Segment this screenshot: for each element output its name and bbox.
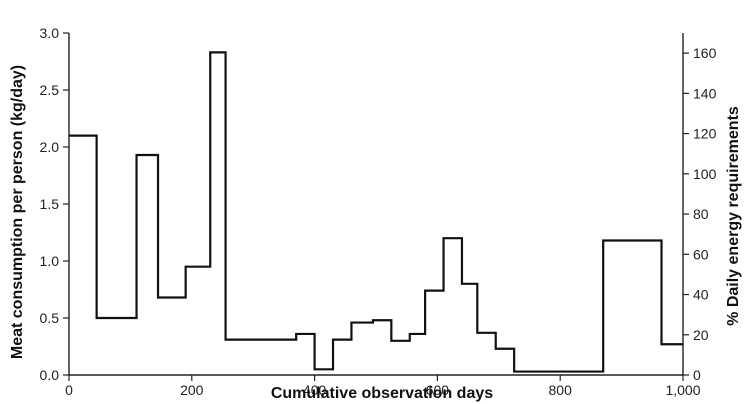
- y-tick-label: 1.5: [40, 196, 60, 212]
- ticks-group: 0 200 400 600 800 1,000 0.0 0.5 1.0 1.5 2.0 2.5 3.0 0…: [40, 25, 717, 398]
- x-axis-title: Cumulative observation days: [271, 385, 493, 402]
- y2-tick-label: 0: [693, 367, 701, 383]
- y2-tick-label: 20: [693, 327, 709, 343]
- y-tick-label: 0.0: [40, 367, 60, 383]
- x-tick-label: 600: [426, 382, 450, 398]
- axes-group: [68, 33, 684, 376]
- y-tick-label: 2.0: [40, 139, 60, 155]
- y-tick-label: 0.5: [40, 310, 60, 326]
- y2-tick-label: 80: [693, 206, 709, 222]
- y2-tick-label: 60: [693, 246, 709, 262]
- y-tick-label: 2.5: [40, 82, 60, 98]
- y2-tick-label: 40: [693, 287, 709, 303]
- x-tick-label: 0: [65, 382, 73, 398]
- y2-tick-label: 100: [693, 166, 717, 182]
- y2-tick-label: 140: [693, 85, 717, 101]
- y-tick-label: 1.0: [40, 253, 60, 269]
- y2-tick-label: 160: [693, 45, 717, 61]
- y-tick-label: 3.0: [40, 25, 60, 41]
- x-tick-label: 1,000: [665, 382, 700, 398]
- x-tick-label: 200: [180, 382, 204, 398]
- x-tick-label: 400: [303, 382, 327, 398]
- series-step-line: [69, 51, 683, 373]
- x-tick-label: 800: [549, 382, 573, 398]
- y2-tick-label: 120: [693, 126, 717, 142]
- y2-axis-title: % Daily energy requirements: [725, 106, 742, 326]
- y-axis-title: Meat consumption per person (kg/day): [9, 65, 26, 359]
